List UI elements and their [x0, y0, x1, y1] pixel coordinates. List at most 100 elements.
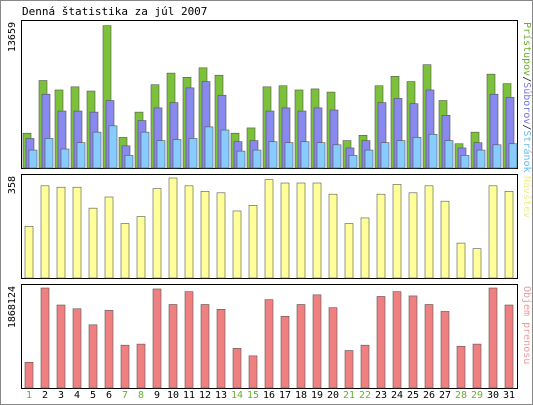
x-tick-label: 15 — [247, 390, 259, 401]
bar — [328, 307, 338, 389]
panel-max-label: 1868124 — [7, 286, 18, 328]
bar — [60, 148, 70, 169]
x-tick-label: 5 — [90, 390, 96, 401]
bar — [472, 343, 482, 389]
x-tick-label: 24 — [391, 390, 403, 401]
bar — [220, 129, 230, 169]
legend-entry: / — [521, 124, 532, 130]
bar — [280, 315, 290, 389]
bar — [392, 184, 402, 279]
bar — [104, 310, 114, 389]
bar — [56, 186, 66, 279]
bar — [44, 138, 54, 169]
panel-3: 1868124 Objem prenosu — [7, 284, 532, 389]
bar — [456, 345, 466, 389]
x-tick-label: 23 — [375, 390, 387, 401]
x-tick-label: 25 — [407, 390, 419, 401]
bar — [28, 149, 38, 169]
x-tick-label: 17 — [279, 390, 291, 401]
bar — [476, 149, 486, 169]
bar — [488, 287, 498, 389]
bar — [344, 223, 354, 279]
bar — [428, 133, 438, 169]
x-tick-label: 29 — [471, 390, 483, 401]
bar — [152, 188, 162, 279]
bar — [24, 226, 34, 279]
bar — [120, 344, 130, 389]
bar — [76, 142, 86, 169]
x-tick-label: 28 — [455, 390, 467, 401]
panel-series-label: Návštev — [521, 176, 533, 218]
bar — [232, 210, 242, 279]
x-tick-label: 10 — [167, 390, 179, 401]
bar — [168, 304, 178, 389]
legend-entry: / — [521, 76, 532, 82]
bar — [188, 138, 198, 169]
bar — [184, 185, 194, 279]
bar — [268, 141, 278, 169]
bar — [424, 185, 434, 279]
x-tick-label: 14 — [231, 390, 243, 401]
bar — [376, 193, 386, 279]
bar — [424, 304, 434, 389]
panel-1: 13659 Prístupov/Súborov/Stránok — [7, 20, 533, 173]
bar — [312, 182, 322, 279]
x-tick-label: 7 — [122, 390, 128, 401]
x-tick-label: 6 — [106, 390, 112, 401]
x-tick-label: 19 — [311, 390, 323, 401]
bar — [300, 141, 310, 169]
bar — [360, 344, 370, 389]
bar — [460, 155, 470, 169]
x-tick-label: 30 — [487, 390, 499, 401]
bar — [72, 186, 82, 279]
bar — [200, 304, 210, 389]
bar — [248, 355, 258, 389]
x-tick-label: 20 — [327, 390, 339, 401]
bar — [152, 288, 162, 389]
x-tick-label: 22 — [359, 390, 371, 401]
legend-entry: Stránok — [521, 130, 533, 172]
bar — [216, 309, 226, 389]
panel-max-label: 358 — [7, 176, 18, 194]
bar — [504, 191, 514, 279]
bar — [456, 242, 466, 279]
bar — [376, 296, 386, 389]
x-tick-label: 9 — [154, 390, 160, 401]
x-tick-label: 18 — [295, 390, 307, 401]
bar — [56, 304, 66, 389]
bar — [392, 291, 402, 389]
legend-entry: Prístupov — [521, 22, 533, 76]
bar — [492, 144, 502, 169]
bar — [252, 149, 262, 169]
x-axis-labels: 1 2 3 4 5 6 7 8 9 10 11 12 13 14 15 16 17 18 19 20 21 22 23 24 2… — [26, 390, 515, 401]
bar — [488, 185, 498, 279]
bar — [204, 126, 214, 169]
bar — [264, 179, 274, 279]
panel-2: 358 Návštev — [7, 174, 533, 279]
bar — [168, 177, 178, 279]
bar — [328, 193, 338, 279]
bar — [504, 304, 514, 389]
bar — [24, 362, 34, 389]
bar — [40, 287, 50, 389]
bar — [472, 248, 482, 279]
legend-entry: Súborov — [521, 82, 533, 124]
bar — [88, 207, 98, 279]
bar — [440, 200, 450, 279]
bar — [108, 125, 118, 169]
bar — [408, 295, 418, 389]
panel-series-label: Objem prenosu — [521, 286, 532, 364]
series-objem-prenosu — [24, 287, 514, 389]
x-tick-label: 26 — [423, 390, 435, 401]
panel-series-label: Prístupov/Súborov/Stránok — [521, 22, 533, 173]
panel-max-label: 13659 — [7, 22, 18, 52]
bar — [264, 299, 274, 389]
bar — [40, 185, 50, 279]
x-tick-label: 13 — [215, 390, 227, 401]
bar — [360, 217, 370, 279]
x-tick-label: 31 — [503, 390, 515, 401]
bar — [380, 142, 390, 169]
bar — [232, 348, 242, 389]
